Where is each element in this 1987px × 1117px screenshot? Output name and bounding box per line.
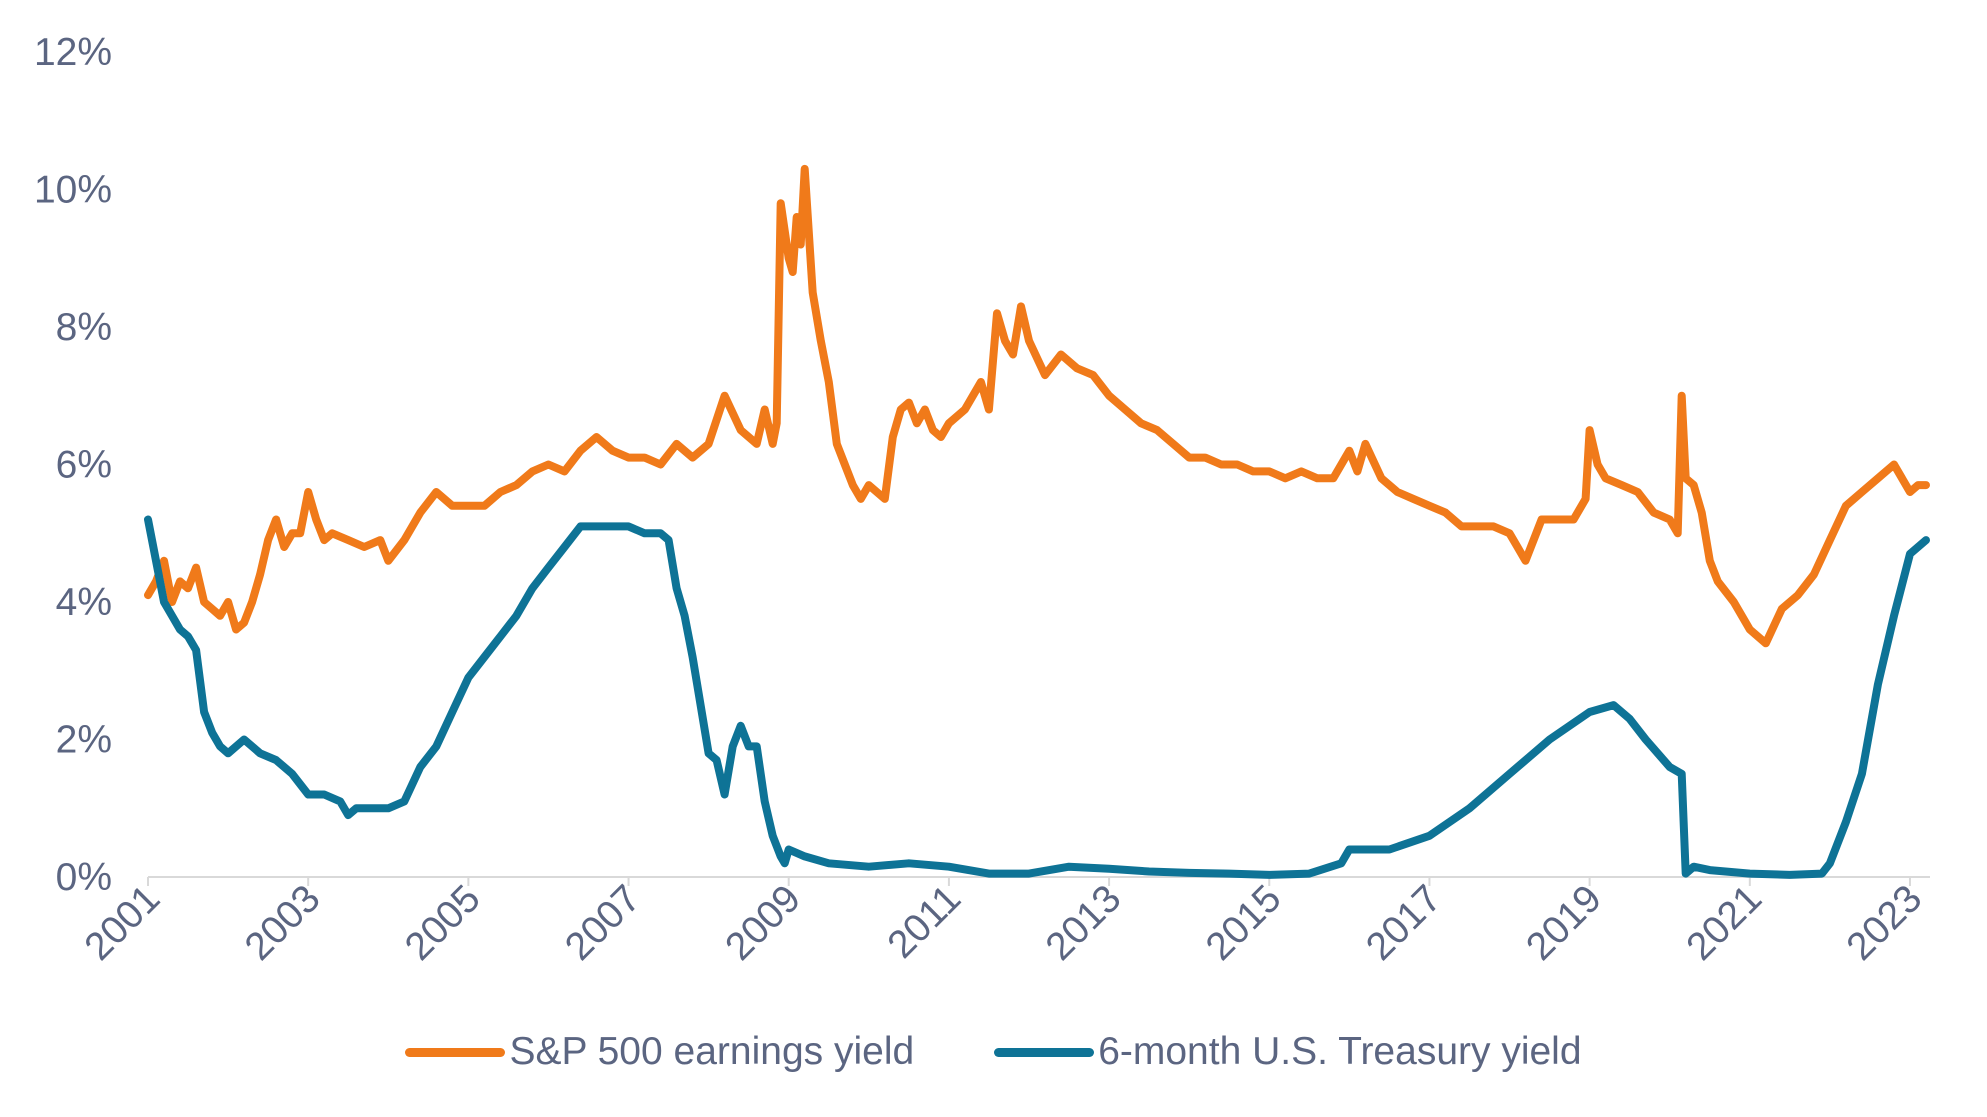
x-tick-label: 2007 — [557, 877, 649, 969]
y-tick-label: 0% — [56, 856, 112, 899]
y-axis: 0% 2% 4% 6% 8% 10% 12% — [34, 31, 112, 899]
x-tick-label: 2003 — [237, 877, 329, 969]
series-lines — [144, 164, 1930, 879]
x-tick-label: 2023 — [1839, 877, 1931, 969]
x-tick-label: 2005 — [397, 877, 489, 969]
x-tick-label: 2017 — [1358, 877, 1450, 969]
x-axis-tickmarks — [147, 877, 1911, 886]
x-tick-label: 2011 — [880, 877, 970, 967]
legend: S&P 500 earnings yield 6-month U.S. Trea… — [0, 1030, 1987, 1074]
legend-swatch-sp500 — [405, 1047, 506, 1057]
legend-item-treasury: 6-month U.S. Treasury yield — [994, 1030, 1582, 1074]
y-tick-label: 4% — [56, 581, 112, 624]
series-line-sp500-earnings-yield — [144, 164, 1930, 648]
y-tick-label: 10% — [34, 169, 112, 212]
y-tick-label: 6% — [56, 444, 112, 487]
legend-label-treasury: 6-month U.S. Treasury yield — [1098, 1030, 1582, 1073]
y-tick-label: 12% — [34, 31, 112, 74]
x-tick-label: 2019 — [1518, 877, 1610, 969]
y-tick-label: 8% — [56, 306, 112, 349]
legend-label-sp500: S&P 500 earnings yield — [509, 1030, 915, 1073]
x-tick-label: 2009 — [717, 877, 809, 969]
legend-swatch-treasury — [994, 1047, 1095, 1057]
x-tick-label: 2013 — [1038, 877, 1130, 969]
x-tick-label: 2015 — [1198, 877, 1290, 969]
series-line-treasury-yield — [144, 515, 1930, 879]
x-tick-label: 2021 — [1678, 877, 1770, 969]
x-axis: 2001 2003 2005 2007 2009 2011 2013 2015 2017 2019… — [77, 877, 1931, 969]
legend-item-sp500: S&P 500 earnings yield — [405, 1030, 914, 1074]
y-tick-label: 2% — [56, 719, 112, 762]
